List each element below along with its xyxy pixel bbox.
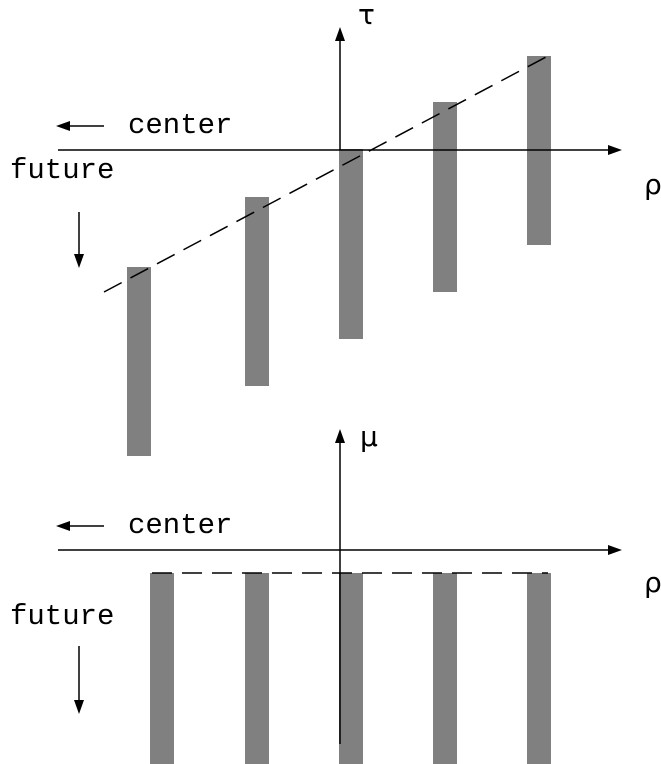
top-dashed-line	[103, 56, 547, 293]
bottom-center-arrowhead	[56, 521, 70, 531]
top-tau-axis-arrowhead	[335, 27, 345, 41]
bottom-mu-label: μ	[360, 420, 378, 453]
bottom-bar-5	[527, 573, 551, 764]
bottom-future-arrowhead	[74, 700, 84, 714]
top-bar-4	[433, 102, 457, 292]
bottom-rho-axis-arrowhead	[608, 545, 622, 555]
bottom-bar-4	[433, 573, 457, 764]
top-panel: τ ρ center future	[10, 0, 661, 456]
bottom-bar-2	[245, 573, 269, 764]
top-center-arrowhead	[56, 121, 70, 131]
top-rho-axis-arrowhead	[608, 145, 622, 155]
bottom-rho-label: ρ	[644, 566, 661, 599]
bottom-mu-axis-arrowhead	[335, 429, 345, 443]
top-center-label: center	[128, 109, 232, 142]
bottom-center-label: center	[128, 509, 232, 542]
top-future-arrowhead	[74, 254, 84, 268]
bottom-bar-1	[150, 573, 174, 764]
top-bar-3	[339, 149, 363, 339]
bottom-panel: μ ρ center future	[10, 420, 661, 764]
bottom-bar-3	[339, 573, 363, 764]
bottom-future-label: future	[10, 600, 114, 633]
top-bar-1	[127, 267, 151, 456]
top-rho-label: ρ	[644, 168, 661, 201]
top-tau-label: τ	[358, 0, 375, 31]
top-bar-2	[245, 197, 269, 386]
top-future-label: future	[10, 154, 114, 187]
